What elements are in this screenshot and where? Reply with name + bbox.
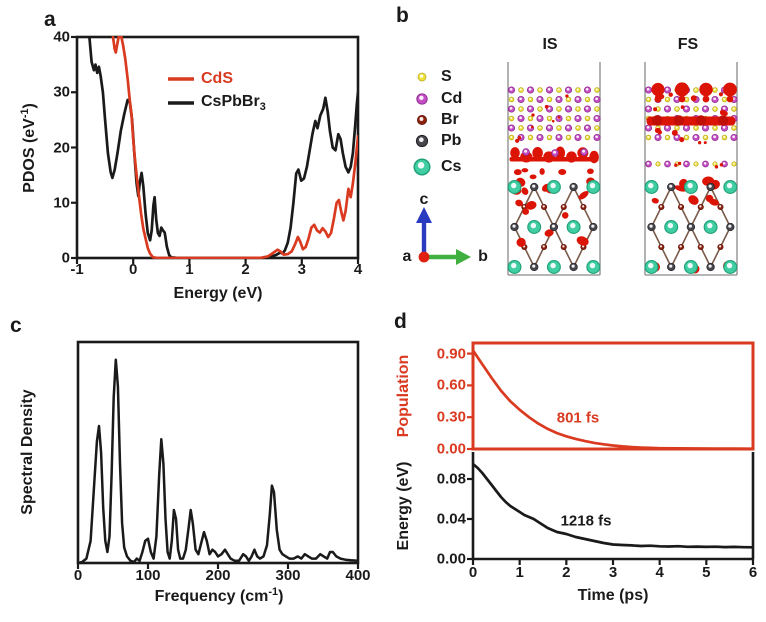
energy-curve: [473, 462, 753, 549]
pdos-x-tick-label: -1: [70, 261, 84, 278]
population-timescale-annotation: 801 fs: [556, 409, 600, 427]
panel-b-letter: b: [396, 4, 409, 27]
spectral-x-tick-label: 200: [205, 567, 231, 584]
cds-curve: [111, 36, 358, 259]
energy-timescale-annotation: 1218 fs: [560, 512, 612, 530]
time-x-tick-label: 4: [655, 564, 664, 581]
axis-label-a: a: [402, 248, 412, 265]
pdos-x-tick-label: 0: [129, 261, 138, 278]
structure-panel: [413, 62, 738, 276]
population-curve: [473, 349, 753, 450]
pdos-y-tick-label: 0: [61, 249, 70, 267]
energy-y-tick-label: 0.08: [436, 470, 466, 488]
time-x-tick-label: 0: [468, 564, 478, 581]
frequency-x-axis-label: Frequency (cm-1): [154, 585, 284, 606]
br-atoms: [521, 203, 587, 251]
pdos-y-tick-label: 30: [53, 83, 70, 101]
time-x-tick-label: 5: [702, 564, 711, 581]
structure-fs: [644, 62, 738, 276]
population-y-tick-label: 0.00: [436, 440, 466, 458]
pdos-chart: [71, 35, 360, 264]
pdos-x-tick-label: 1: [185, 261, 194, 278]
energy-y-axis-label: Energy (eV): [395, 461, 412, 551]
atom-legend-pb: Pb: [441, 132, 462, 149]
atom-legend-cd: Cd: [441, 90, 463, 107]
spectral-y-axis-label: Spectral Density: [19, 389, 36, 515]
panel-a-letter: a: [44, 8, 56, 31]
time-x-tick-label: 2: [562, 564, 571, 581]
spectral-x-tick-label: 100: [135, 567, 161, 584]
time-x-axis-label: Time (ps): [577, 587, 649, 604]
energy-y-tick-label: 0.00: [436, 550, 466, 568]
pdos-x-tick-label: 4: [353, 261, 363, 278]
pb-cs-atoms: [507, 180, 601, 274]
cds-lattice: [507, 86, 601, 142]
br-atoms: [658, 203, 724, 251]
crystal-axes-icon: [416, 207, 471, 265]
pdos-x-axis-label: Energy (eV): [173, 285, 263, 302]
panel-d-letter: d: [394, 310, 407, 333]
atom-legend-spheres: [413, 72, 431, 176]
atom-legend-cs: Cs: [441, 158, 462, 175]
decay-chart: [467, 341, 755, 565]
pb-cs-atoms: [644, 180, 738, 274]
pdos-x-tick-label: 3: [297, 261, 306, 278]
population-y-tick-label: 0.30: [436, 408, 466, 426]
population-y-axis-label: Population: [395, 354, 412, 438]
panel-c-letter: c: [10, 314, 22, 337]
pdos-x-tick-label: 2: [241, 261, 250, 278]
legend-label-cds: CdS: [201, 70, 233, 87]
spectral-density-chart: [76, 340, 360, 569]
energy-y-tick-label: 0.04: [436, 510, 466, 528]
spectral-x-tick-label: 300: [275, 567, 301, 584]
pdos-y-tick-label: 40: [53, 28, 70, 46]
atom-legend-s: S: [441, 68, 452, 85]
pdos-y-tick-label: 10: [53, 194, 70, 212]
time-x-tick-label: 6: [748, 564, 758, 581]
legend-label-cspbbr3: CsPbBr3: [201, 92, 266, 114]
atom-legend-br: Br: [441, 111, 459, 128]
population-frame: [471, 341, 755, 451]
structure-title-is: IS: [542, 36, 558, 53]
spectral-density-curve: [78, 358, 358, 564]
time-x-tick-label: 1: [515, 564, 524, 581]
axis-label-b: b: [478, 248, 488, 265]
structure-is: [507, 62, 601, 276]
population-y-tick-label: 0.60: [436, 376, 466, 394]
axis-label-c: c: [419, 191, 429, 208]
spectral-x-tick-label: 0: [73, 567, 83, 584]
spectral-x-tick-label: 400: [345, 567, 371, 584]
structure-title-fs: FS: [677, 36, 699, 53]
pdos-y-tick-label: 20: [53, 139, 70, 156]
population-y-tick-label: 0.90: [436, 345, 466, 363]
time-x-tick-label: 3: [608, 564, 618, 581]
